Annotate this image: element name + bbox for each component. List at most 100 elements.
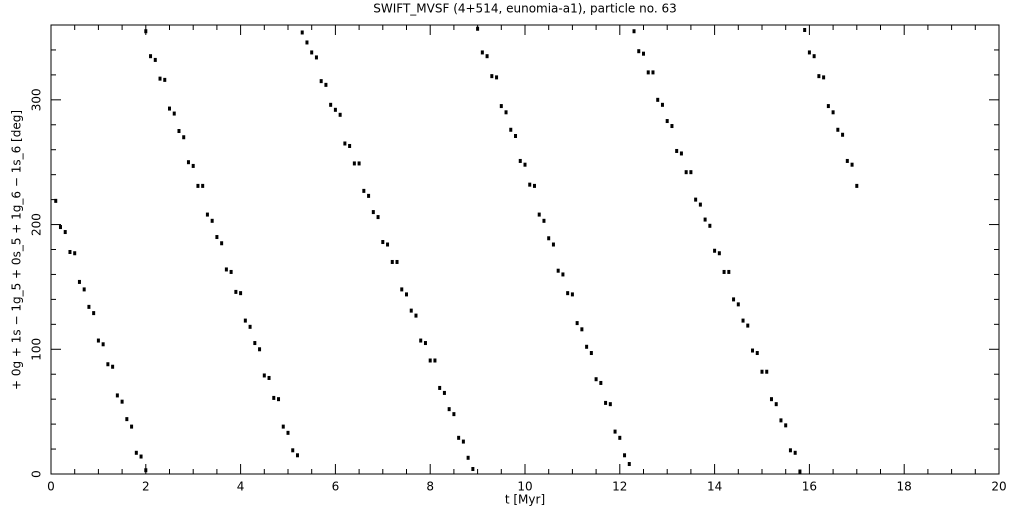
point: [727, 269, 731, 274]
point: [205, 212, 209, 217]
point: [679, 151, 683, 156]
point: [760, 369, 764, 374]
point: [177, 129, 181, 134]
point: [253, 341, 257, 346]
point: [267, 375, 271, 380]
point: [134, 450, 138, 455]
point: [153, 57, 157, 62]
point: [746, 323, 750, 328]
point: [352, 161, 356, 166]
point: [765, 369, 769, 374]
point: [736, 302, 740, 307]
point: [850, 162, 854, 167]
x-tick-label: 8: [426, 480, 434, 494]
point: [144, 29, 148, 34]
point: [329, 102, 333, 107]
point: [390, 259, 394, 264]
point: [63, 230, 67, 235]
point: [561, 272, 565, 277]
point: [286, 430, 290, 435]
point: [741, 318, 745, 323]
point: [277, 397, 281, 402]
y-axis-label: + 0g + 1s − 1g_5 + 0s_5 + 1g_6 − 1s_6 [d…: [10, 110, 24, 390]
point: [779, 418, 783, 423]
point: [201, 183, 205, 188]
point: [732, 297, 736, 302]
point: [845, 158, 849, 163]
y-tick-label: 0: [30, 470, 44, 478]
point: [215, 235, 219, 240]
point: [798, 469, 802, 474]
point: [172, 111, 176, 116]
point: [73, 251, 77, 256]
point: [518, 158, 522, 163]
point: [722, 269, 726, 274]
point: [229, 269, 233, 274]
point: [623, 453, 627, 458]
point: [703, 217, 707, 222]
point: [376, 215, 380, 220]
point: [314, 55, 318, 60]
point: [400, 287, 404, 292]
point: [130, 424, 134, 429]
point: [485, 54, 489, 59]
point: [755, 351, 759, 356]
point: [196, 183, 200, 188]
point: [784, 423, 788, 428]
point: [186, 160, 190, 165]
point: [585, 344, 589, 349]
point: [272, 395, 276, 400]
point: [594, 377, 598, 382]
point: [841, 132, 845, 137]
point: [96, 338, 100, 343]
point: [239, 291, 243, 296]
point: [684, 170, 688, 175]
point: [665, 119, 669, 124]
x-tick-label: 20: [991, 480, 1006, 494]
point: [698, 202, 702, 207]
point: [295, 453, 299, 458]
point: [367, 193, 371, 198]
point: [438, 385, 442, 390]
point: [656, 97, 660, 102]
point: [224, 267, 228, 272]
point: [689, 170, 693, 175]
point: [660, 102, 664, 107]
point: [92, 311, 96, 316]
point: [163, 77, 167, 82]
point: [580, 327, 584, 332]
point: [291, 448, 295, 453]
point: [115, 393, 119, 398]
point: [717, 251, 721, 256]
x-tick-label: 16: [802, 480, 817, 494]
point: [528, 182, 532, 187]
y-tick-label: 100: [30, 338, 44, 361]
point: [144, 468, 148, 473]
point: [362, 188, 366, 193]
point: [447, 407, 451, 412]
point: [54, 198, 58, 203]
point: [191, 163, 195, 168]
point: [149, 54, 153, 59]
point: [769, 397, 773, 402]
point: [471, 467, 475, 472]
point: [461, 439, 465, 444]
point: [333, 107, 337, 112]
point: [793, 450, 797, 455]
point: [409, 308, 413, 313]
point: [68, 249, 72, 254]
point: [504, 110, 508, 115]
point: [509, 127, 513, 132]
point: [523, 162, 527, 167]
point: [324, 82, 328, 87]
x-tick-label: 18: [897, 480, 912, 494]
point: [499, 104, 503, 109]
point: [210, 218, 214, 223]
point: [139, 454, 143, 459]
point: [343, 141, 347, 146]
point: [248, 324, 252, 329]
point: [357, 161, 361, 166]
point: [675, 148, 679, 153]
point: [466, 455, 470, 460]
